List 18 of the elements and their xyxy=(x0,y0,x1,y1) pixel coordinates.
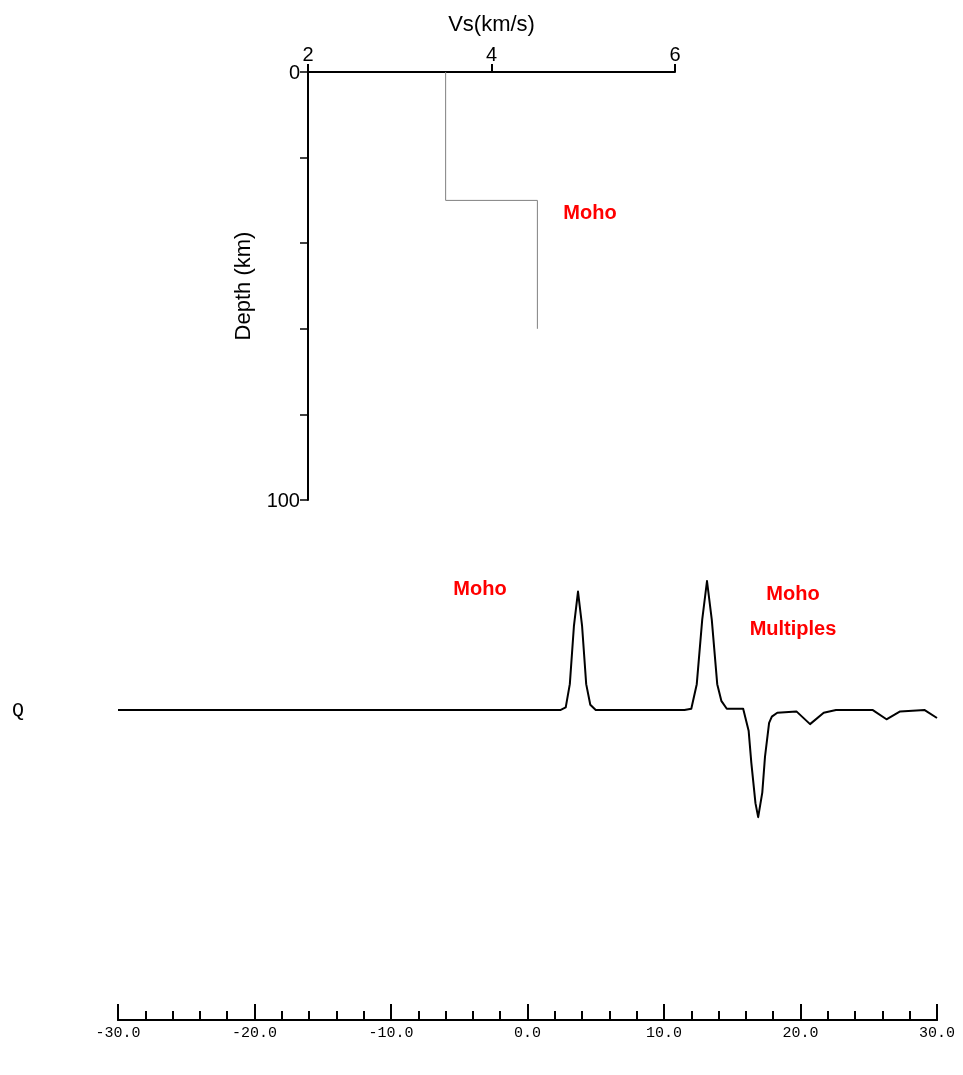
y-axis-title: Depth (km) xyxy=(229,231,255,341)
y-tick-label: 100 xyxy=(266,489,300,511)
x-tick-label: 6 xyxy=(669,43,681,65)
x-axis-title: Vs(km/s) xyxy=(448,10,535,36)
x-tick-label: 4 xyxy=(485,43,498,65)
x-tick-label: 20.0 xyxy=(782,1025,819,1042)
x-tick-label: 2 xyxy=(302,43,314,65)
annotation: Moho Multiples xyxy=(749,581,837,639)
x-tick-label: -30.0 xyxy=(95,1025,141,1042)
y-axis-title: Q xyxy=(12,698,25,722)
x-tick-label: -10.0 xyxy=(368,1025,414,1042)
x-tick-label: 0.0 xyxy=(513,1025,542,1042)
annotation: Moho xyxy=(453,577,507,599)
x-tick-label: 10.0 xyxy=(645,1025,683,1042)
y-tick-label: 0 xyxy=(288,61,300,83)
x-tick-label: -20.0 xyxy=(231,1025,278,1042)
annotation: Moho xyxy=(563,201,617,223)
x-tick-label: 30.0 xyxy=(918,1025,956,1042)
